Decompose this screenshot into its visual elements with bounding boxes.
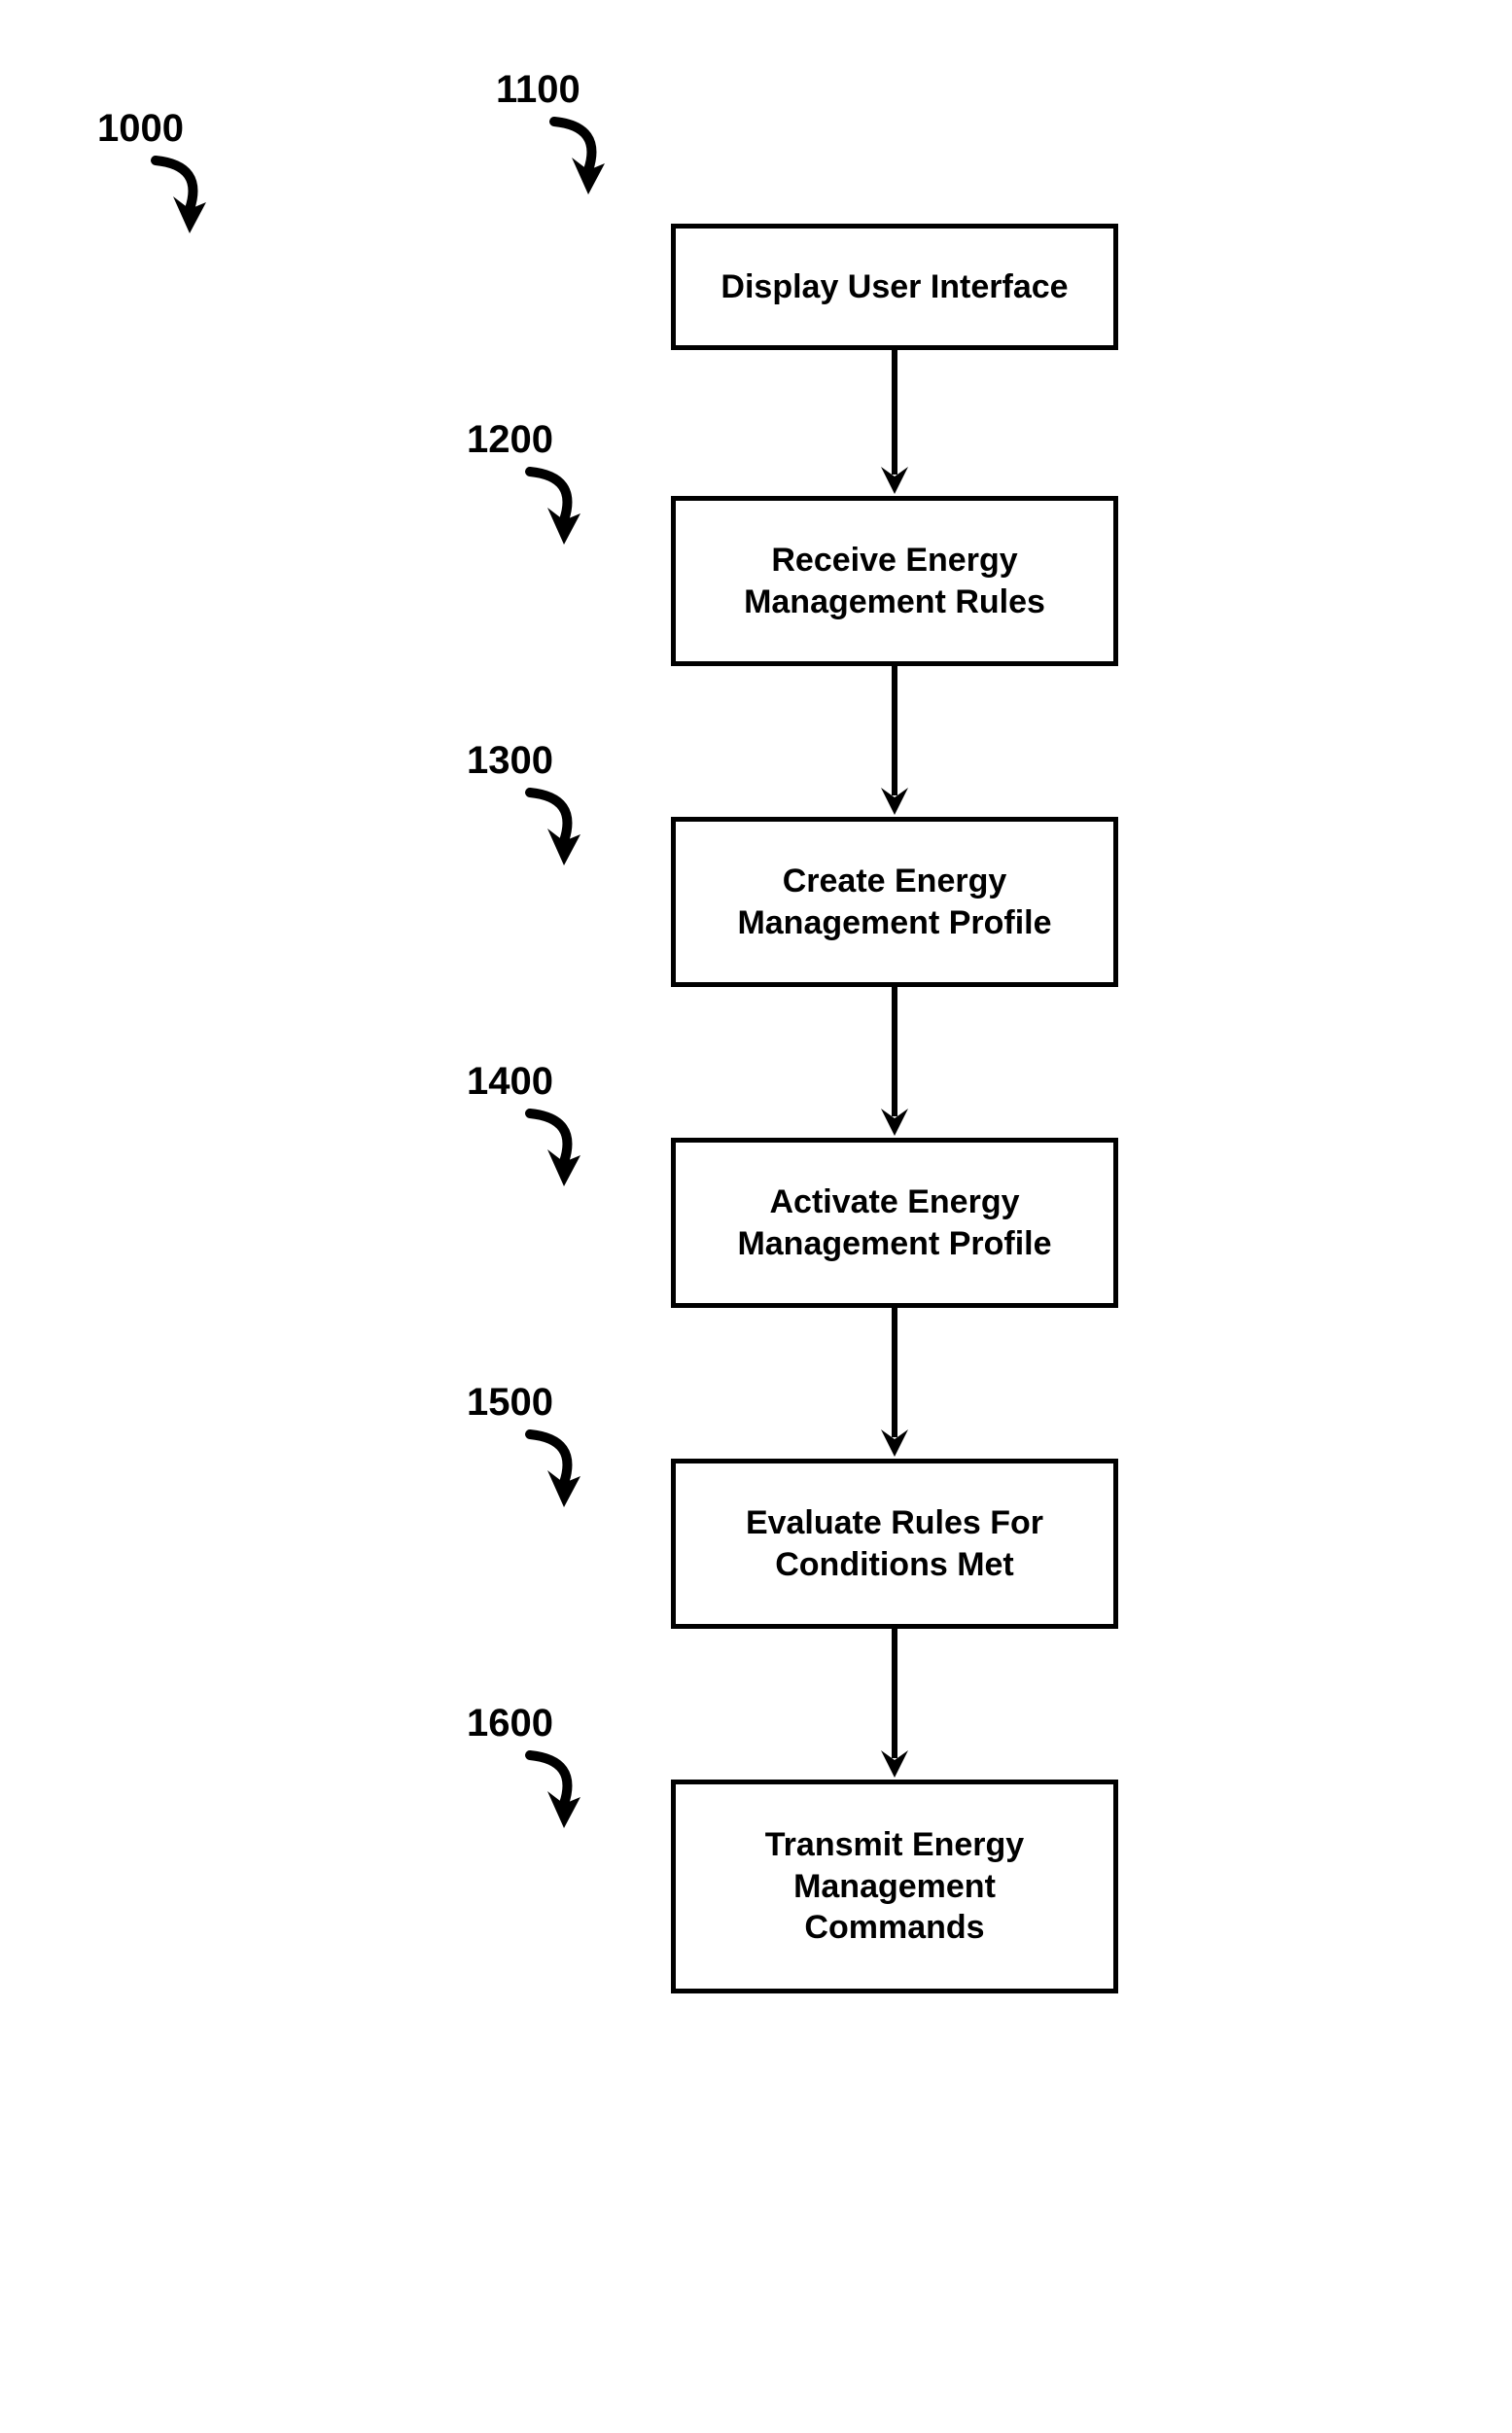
- hook-arrow-icon: [520, 1750, 598, 1838]
- step-1500-ref-label: 1500: [467, 1381, 553, 1425]
- step-1600-text: Transmit Energy Management Commands: [705, 1824, 1084, 1949]
- hook-arrow-icon: [545, 117, 622, 204]
- down-arrow-icon: [875, 987, 914, 1138]
- step-1400-box: Activate Energy Management Profile: [671, 1138, 1118, 1308]
- step-1400-text: Activate Energy Management Profile: [705, 1181, 1084, 1264]
- step-1100-box: Display User Interface: [671, 224, 1118, 350]
- step-1600: 1600 Transmit Energy Management Commands: [671, 1780, 1118, 1993]
- step-1200-ref-label: 1200: [467, 418, 553, 462]
- flowchart-canvas: 1000 1100 Display User Interface 1200 Re…: [0, 0, 1512, 2433]
- down-arrow-icon: [875, 666, 914, 817]
- step-1500: 1500 Evaluate Rules For Conditions Met: [671, 1459, 1118, 1629]
- down-arrow-icon: [875, 350, 914, 496]
- step-1500-box: Evaluate Rules For Conditions Met: [671, 1459, 1118, 1629]
- step-1200-text: Receive Energy Management Rules: [705, 540, 1084, 622]
- step-1400-ref-label: 1400: [467, 1060, 553, 1104]
- down-arrow-icon: [875, 1629, 914, 1780]
- step-1100: 1100 Display User Interface: [671, 224, 1118, 350]
- hook-arrow-icon: [520, 788, 598, 875]
- hook-arrow-icon: [146, 156, 224, 243]
- down-arrow-icon: [875, 1308, 914, 1459]
- hook-arrow-icon: [520, 1109, 598, 1196]
- step-1100-text: Display User Interface: [721, 266, 1068, 308]
- step-1500-text: Evaluate Rules For Conditions Met: [705, 1502, 1084, 1585]
- figure-main-label: 1000: [97, 107, 184, 151]
- step-1600-box: Transmit Energy Management Commands: [671, 1780, 1118, 1993]
- hook-arrow-icon: [520, 1429, 598, 1517]
- step-1300-ref-label: 1300: [467, 739, 553, 783]
- step-1300-text: Create Energy Management Profile: [705, 861, 1084, 943]
- hook-arrow-icon: [520, 467, 598, 554]
- step-1200-box: Receive Energy Management Rules: [671, 496, 1118, 666]
- step-1600-ref-label: 1600: [467, 1702, 553, 1745]
- step-1100-ref-label: 1100: [496, 68, 580, 112]
- step-1300-box: Create Energy Management Profile: [671, 817, 1118, 987]
- step-1200: 1200 Receive Energy Management Rules: [671, 496, 1118, 666]
- step-1300: 1300 Create Energy Management Profile: [671, 817, 1118, 987]
- step-1400: 1400 Activate Energy Management Profile: [671, 1138, 1118, 1308]
